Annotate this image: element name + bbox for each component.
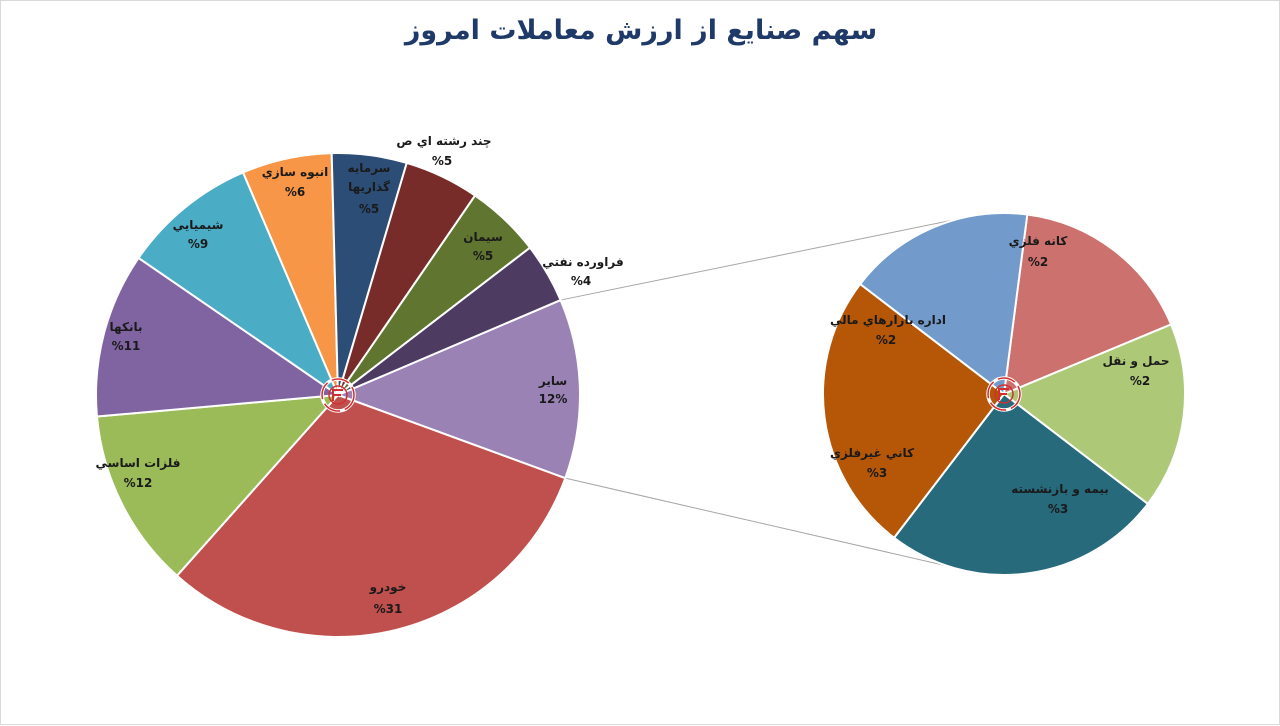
slice-label-name: شيميايي [173, 218, 224, 232]
slice-label-name: حمل و نقل [1102, 354, 1169, 369]
pie-slice [1002, 213, 1173, 396]
slice-label-name: فراورده نفتي [542, 255, 623, 270]
slice-label-value: 12% [539, 392, 568, 406]
slice-label-value: %5 [432, 154, 452, 168]
slice-label-name: گذاريها [348, 180, 390, 194]
logo-icon [986, 376, 1022, 412]
pie-slice [337, 246, 562, 396]
slice-label-name: سرمايه [348, 161, 391, 175]
logo-marks [320, 376, 1022, 413]
chart-title: سهم صنايع از ارزش معاملات امروز [404, 15, 878, 46]
pie-slice [95, 256, 341, 418]
slice-label-value: %5 [473, 249, 493, 263]
slice-label-name: اداره بازارهاي مالي [830, 313, 946, 327]
slice-label-value: %31 [374, 602, 403, 616]
slice-label-value: %2 [1130, 374, 1150, 388]
pie-slice [95, 393, 341, 578]
slice-label-value: %5 [359, 202, 379, 216]
slice-label-value: %3 [867, 466, 887, 480]
slice-label-name: خودرو [369, 580, 407, 595]
pie-slice [137, 171, 341, 398]
slice-label-value: %4 [571, 274, 591, 288]
slice-label-value: %11 [112, 339, 141, 353]
pie-slice [1002, 323, 1186, 506]
connector-lines [560, 214, 979, 574]
main-pie [95, 152, 582, 638]
pie-slice [892, 392, 1150, 576]
slice-labels: ساير 12% خودرو %31 فلزات اساسي %12 بانکها %11 شي… [96, 134, 1170, 616]
connector-line [560, 214, 979, 301]
slice-label-name: چند رشته اي ص [396, 134, 491, 148]
slice-label-name: ساير [538, 374, 567, 388]
slice-label-name: سيمان [463, 230, 503, 244]
pie-slice [335, 298, 582, 480]
secondary-pie [822, 212, 1186, 576]
slice-label-value: %3 [1048, 502, 1068, 516]
slice-label-name: فلزات اساسي [96, 456, 181, 470]
slice-label-value: %6 [285, 185, 305, 199]
slice-label-value: %9 [188, 237, 208, 251]
pie-slice [822, 282, 1006, 540]
slice-label-value: %12 [124, 476, 153, 490]
pie-slice [175, 393, 567, 638]
slice-label-name: کانه فلزي [1009, 234, 1068, 248]
slice-label-value: %2 [876, 333, 896, 347]
pie-slice [858, 212, 1029, 396]
logo-icon [320, 377, 356, 413]
slice-label-name: بيمه و بازنشسته [1011, 482, 1109, 497]
connector-line [565, 477, 979, 574]
slice-label-name: انبوه سازي [262, 165, 329, 180]
slice-label-name: بانکها [110, 320, 143, 334]
slice-label-name: کاني غيرفلزي [830, 446, 914, 460]
slice-label-value: %2 [1028, 255, 1048, 269]
